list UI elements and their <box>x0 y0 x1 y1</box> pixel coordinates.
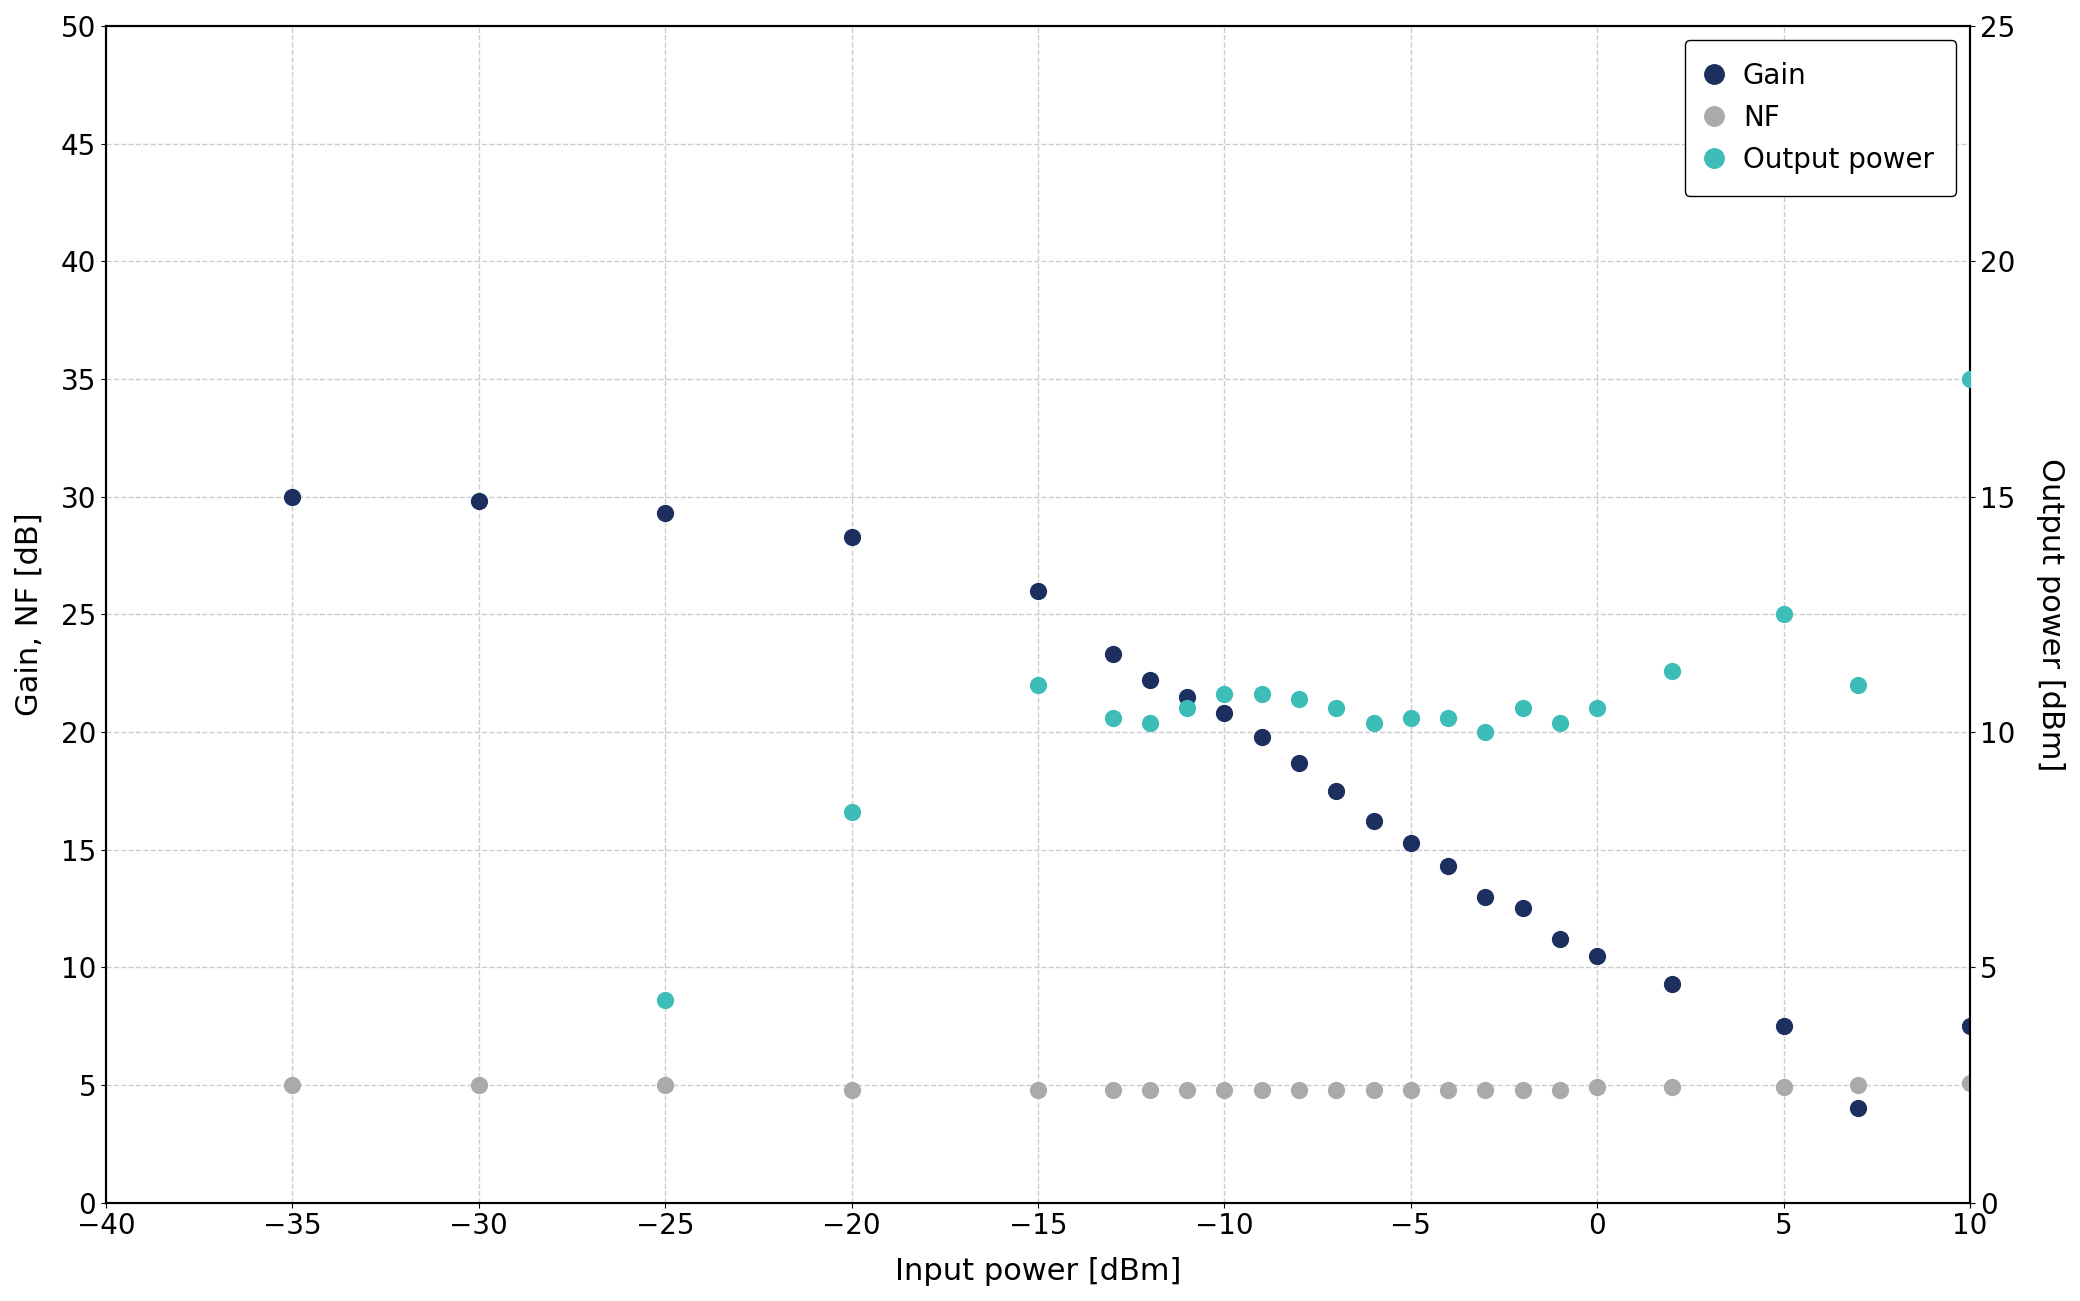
Point <box>1431 856 1464 877</box>
Point <box>1581 1077 1614 1098</box>
Point <box>277 1075 310 1095</box>
Point <box>1543 929 1577 950</box>
Point <box>1096 1080 1129 1101</box>
Point <box>1581 945 1614 965</box>
Point <box>834 526 867 546</box>
Point <box>1283 688 1317 709</box>
Point <box>1656 661 1689 682</box>
Point <box>1319 699 1352 719</box>
Point <box>1356 811 1389 831</box>
Point <box>1431 1080 1464 1101</box>
Point <box>462 1075 495 1095</box>
Point <box>1356 1080 1389 1101</box>
Point <box>1208 1080 1242 1101</box>
Point <box>1768 1077 1801 1098</box>
Point <box>1953 1072 1986 1093</box>
Point <box>1134 712 1167 732</box>
Point <box>1134 1080 1167 1101</box>
Point <box>277 487 310 507</box>
Point <box>1656 1077 1689 1098</box>
Point <box>462 490 495 511</box>
Point <box>1468 1080 1502 1101</box>
Point <box>1431 708 1464 729</box>
Y-axis label: Gain, NF [dB]: Gain, NF [dB] <box>15 513 44 716</box>
Point <box>1171 699 1204 719</box>
Point <box>1021 580 1055 601</box>
Point <box>649 990 682 1011</box>
Point <box>1394 833 1427 853</box>
Point <box>1021 1080 1055 1101</box>
Y-axis label: Output power [dBm]: Output power [dBm] <box>2036 458 2065 771</box>
Point <box>1506 898 1539 919</box>
Point <box>1394 1080 1427 1101</box>
Point <box>1841 1075 1874 1095</box>
Point <box>1841 674 1874 695</box>
Point <box>1283 752 1317 773</box>
Point <box>649 502 682 523</box>
Point <box>1581 699 1614 719</box>
Point <box>1468 886 1502 907</box>
Point <box>834 1080 867 1101</box>
Point <box>1841 1098 1874 1119</box>
Point <box>649 1075 682 1095</box>
Point <box>1246 1080 1279 1101</box>
Point <box>1171 1080 1204 1101</box>
Point <box>1506 1080 1539 1101</box>
Point <box>1319 781 1352 801</box>
Point <box>1021 674 1055 695</box>
Point <box>1171 686 1204 706</box>
Point <box>1543 1080 1577 1101</box>
Point <box>1953 1016 1986 1037</box>
Point <box>1134 670 1167 691</box>
Point <box>1246 726 1279 747</box>
Point <box>1356 712 1389 732</box>
Point <box>1468 722 1502 743</box>
Point <box>1319 1080 1352 1101</box>
Point <box>1543 712 1577 732</box>
Point <box>1208 703 1242 723</box>
Point <box>834 801 867 822</box>
Point <box>1096 644 1129 665</box>
Point <box>1208 684 1242 705</box>
Point <box>1394 708 1427 729</box>
Point <box>1506 699 1539 719</box>
Point <box>1283 1080 1317 1101</box>
Point <box>1768 604 1801 624</box>
X-axis label: Input power [dBm]: Input power [dBm] <box>894 1257 1181 1285</box>
Point <box>1656 973 1689 994</box>
Point <box>1246 684 1279 705</box>
Point <box>1096 708 1129 729</box>
Legend: Gain, NF, Output power: Gain, NF, Output power <box>1685 40 1955 196</box>
Point <box>1768 1016 1801 1037</box>
Point <box>1953 368 1986 389</box>
